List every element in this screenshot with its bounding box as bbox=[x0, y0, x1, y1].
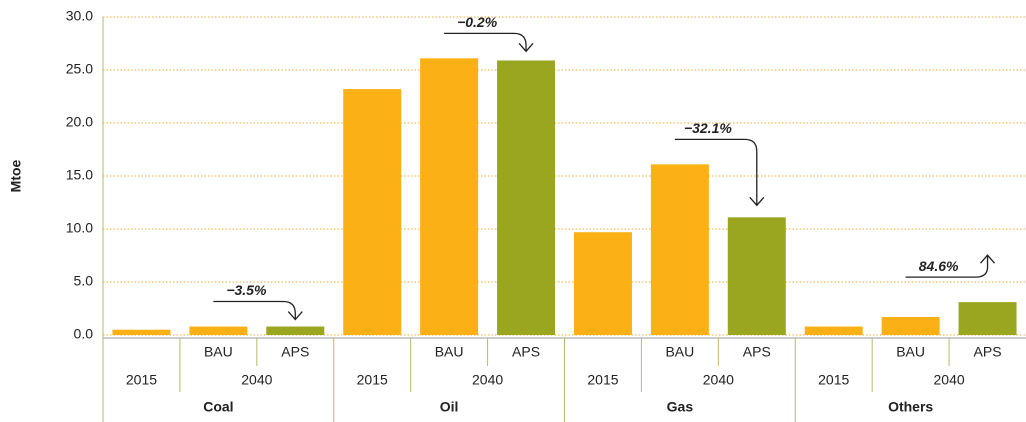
bar bbox=[266, 326, 325, 335]
annotation-arrow bbox=[905, 254, 996, 278]
bar bbox=[573, 232, 632, 335]
y-axis-title: Mtoe bbox=[8, 159, 24, 192]
x-year-label: 2040 bbox=[703, 372, 734, 388]
x-sub-label: APS bbox=[281, 344, 309, 360]
annotation-label: −0.2% bbox=[457, 14, 498, 30]
annotation-arrow bbox=[444, 32, 534, 53]
x-category-label: Oil bbox=[440, 399, 459, 415]
x-year-label: 2040 bbox=[472, 372, 503, 388]
y-tick-label: 30.0 bbox=[66, 8, 93, 24]
x-sub-label: BAU bbox=[665, 344, 694, 360]
bar bbox=[881, 316, 940, 335]
x-year-label: 2040 bbox=[241, 372, 272, 388]
annotation-label: 84.6% bbox=[919, 258, 959, 274]
y-tick-label: 0.0 bbox=[74, 326, 94, 342]
y-tick-label: 15.0 bbox=[66, 167, 93, 183]
annotation-arrow bbox=[674, 138, 765, 207]
bar bbox=[727, 217, 786, 335]
annotation-arrow bbox=[213, 300, 303, 321]
bar bbox=[958, 302, 1017, 335]
y-tick-label: 5.0 bbox=[74, 273, 94, 289]
bar bbox=[497, 60, 556, 336]
bar bbox=[112, 329, 171, 335]
x-sub-label: APS bbox=[743, 344, 771, 360]
x-year-label: 2015 bbox=[126, 372, 157, 388]
x-year-label: 2040 bbox=[934, 372, 965, 388]
bar bbox=[189, 326, 248, 335]
bar bbox=[420, 58, 479, 336]
x-year-label: 2015 bbox=[818, 372, 849, 388]
x-sub-label: APS bbox=[974, 344, 1002, 360]
x-category-label: Others bbox=[888, 399, 933, 415]
x-sub-label: APS bbox=[512, 344, 540, 360]
annotation-label: −32.1% bbox=[684, 120, 732, 136]
x-sub-label: BAU bbox=[435, 344, 464, 360]
x-category-label: Gas bbox=[667, 399, 694, 415]
annotation-label: −3.5% bbox=[226, 282, 267, 298]
bar bbox=[343, 89, 402, 335]
x-sub-label: BAU bbox=[204, 344, 233, 360]
x-year-label: 2015 bbox=[587, 372, 618, 388]
x-sub-label: BAU bbox=[896, 344, 925, 360]
x-year-label: 2015 bbox=[357, 372, 388, 388]
y-tick-label: 10.0 bbox=[66, 220, 93, 236]
x-category-label: Coal bbox=[203, 399, 233, 415]
y-tick-label: 20.0 bbox=[66, 114, 93, 130]
bar bbox=[650, 164, 709, 335]
y-tick-label: 25.0 bbox=[66, 61, 93, 77]
bar bbox=[804, 326, 863, 335]
